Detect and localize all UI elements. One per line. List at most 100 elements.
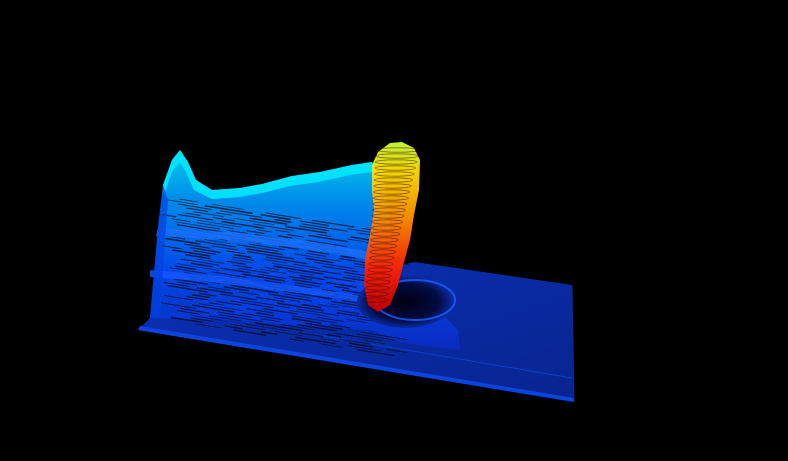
wireframe-gap-line [346, 319, 367, 324]
wireframe-gap-line [190, 246, 221, 254]
wireframe-gap-line [252, 223, 294, 231]
wireframe-gap-line [264, 266, 280, 271]
wireframe-gap-line [176, 224, 224, 233]
wireframe-gap-line [167, 284, 208, 293]
wireframe-gap-line [263, 258, 287, 264]
wireframe-gap-line [204, 239, 231, 245]
wireframe-gap-line [289, 309, 328, 317]
wireframe-gap-line [274, 218, 292, 223]
wireframe-gap-line [263, 308, 298, 315]
wireframe-gap-line [245, 248, 283, 256]
wireframe-gap-line [164, 295, 194, 301]
wireframe-gap-line [219, 293, 258, 301]
wireframe-gap-line [294, 284, 312, 289]
wireframe-gap-line [356, 349, 395, 357]
wireframe-gap-line [314, 261, 354, 270]
wireframe-gap-line [271, 262, 304, 269]
plume-mesh-ring [364, 285, 390, 291]
surface-wall-left-face [150, 185, 168, 318]
wireframe-gap-line [356, 333, 395, 341]
plume-mesh-ring [374, 165, 417, 171]
wireframe-gap-line [204, 205, 253, 215]
wireframe-gap-line [386, 348, 408, 354]
wireframe-gap-line [233, 217, 275, 226]
plume-mesh-ring [362, 297, 388, 303]
base-plane [138, 262, 574, 402]
wireframe-gap-line [320, 338, 340, 343]
wireframe-gap-line [305, 252, 327, 257]
wireframe-gap-line [360, 331, 409, 341]
wireframe-gap-line [211, 271, 248, 278]
wireframe-gap-line [282, 290, 333, 300]
wireframe-gap-line [198, 303, 243, 311]
wireframe-gap-line [163, 281, 190, 288]
wireframe-gap-line [180, 307, 210, 314]
wireframe-gap-line [197, 258, 225, 264]
wireframe-gap-line [301, 303, 322, 309]
wireframe-gap-line [321, 288, 337, 293]
wireframe-gap-line [162, 245, 182, 250]
wireframe-gap-line [242, 312, 283, 321]
wireframe-gap-line [336, 309, 360, 315]
surface-band-lower [150, 270, 380, 306]
wireframe-gap-line [193, 211, 224, 217]
wireframe-gap-line [325, 333, 342, 338]
wireframe-gap-line [334, 332, 383, 342]
wireframe-gap-line [234, 254, 252, 259]
wireframe-gap-line [209, 302, 224, 306]
wireframe-gap-line [196, 287, 233, 295]
wireframe-gap-line [279, 245, 299, 250]
wireframe-gap-line [165, 237, 201, 245]
wireframe-gap-line [260, 318, 280, 323]
wireframe-gap-line [191, 315, 223, 321]
wireframe-gap-line [249, 243, 285, 251]
wireframe-gap-line [260, 331, 278, 335]
wireframe-gap-line [220, 267, 251, 274]
wireframe-gap-line [216, 300, 242, 306]
wireframe-gap-line [277, 235, 293, 239]
wireframe-gap-line [227, 229, 249, 234]
wireframe-gap-line [274, 229, 290, 233]
wireframe-gap-line [191, 262, 213, 268]
wireframe-gap-line [193, 250, 217, 255]
wireframe-gap-line [192, 304, 235, 313]
wireframe-gap-line [173, 278, 209, 285]
wireframe-gap-line [194, 323, 222, 329]
plume-mesh-ring [369, 243, 398, 249]
wireframe-gap-line [171, 218, 191, 223]
wireframe-gap-line [177, 281, 198, 286]
wireframe-gap-line [323, 276, 356, 283]
wireframe-gap-line [265, 256, 307, 265]
wireframe-gap-line [230, 300, 274, 309]
wireframe-gap-line [348, 342, 373, 348]
wireframe-gap-line [300, 220, 330, 227]
wireframe-gap-line [209, 315, 241, 322]
wireframe-gap-line [277, 302, 324, 312]
plume-mesh-ring [367, 267, 393, 273]
plume-mesh-ring [373, 189, 411, 195]
wireframe-gap-line [287, 234, 304, 238]
plume-mesh-ring [366, 273, 392, 279]
plume-mesh-ring [372, 201, 408, 207]
wireframe-gap-line [297, 323, 337, 332]
wireframe-gap-line [226, 250, 246, 255]
base-plane-right-edge [571, 284, 575, 403]
wireframe-gap-line [247, 250, 295, 260]
plume-mesh-ring [371, 225, 402, 231]
wireframe-gap-line [246, 230, 265, 235]
plume-mesh-ring [374, 171, 415, 177]
plume-mesh-ring [375, 147, 421, 153]
wireframe-gap-line [284, 293, 311, 299]
wireframe-gap-line [318, 304, 339, 309]
wireframe-gap-line [307, 250, 329, 255]
wireframe-gap-line [238, 291, 259, 296]
wireframe-gap-line [256, 229, 273, 233]
wireframe-gap-line [285, 225, 327, 234]
wireframe-gap-line [178, 213, 214, 221]
plume-mesh-ring [368, 261, 394, 267]
wireframe-gap-line [221, 220, 265, 229]
wireframe-gap-line [176, 310, 201, 315]
wireframe-gap-line [166, 199, 198, 206]
